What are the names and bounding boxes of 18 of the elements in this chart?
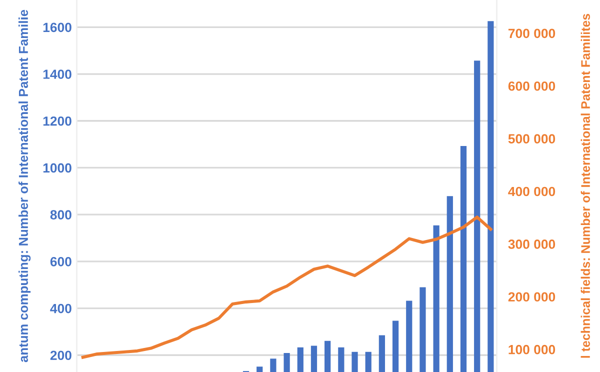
y-tick-label: 200 (50, 350, 72, 360)
y2-tick-label: 100 000 (508, 344, 556, 354)
line-series (81, 216, 492, 359)
y-tick-label: 1600 (43, 22, 72, 32)
y2-tick-label: 600 000 (508, 81, 556, 91)
y2-axis-title: l technical fields: Number of International Patent Familites (580, 14, 590, 358)
y-tick-label: 1400 (43, 70, 72, 79)
y2-tick-label: 300 000 (508, 240, 556, 249)
y-tick-label: 400 (50, 304, 72, 314)
y2-tick-label: 700 000 (508, 28, 556, 38)
y2-tick-label: 200 000 (508, 292, 556, 302)
y-axis-title: antum computing: Number of International Patent Familie (18, 10, 31, 362)
y2-tick-label: 500 000 (508, 134, 556, 144)
y-tick-label: 800 (50, 210, 72, 220)
y2-tick-label: 400 000 (508, 186, 556, 196)
y-tick-label: 1200 (43, 116, 72, 126)
y-tick-label: 1000 (43, 163, 72, 173)
y-tick-label: 600 (50, 257, 72, 266)
